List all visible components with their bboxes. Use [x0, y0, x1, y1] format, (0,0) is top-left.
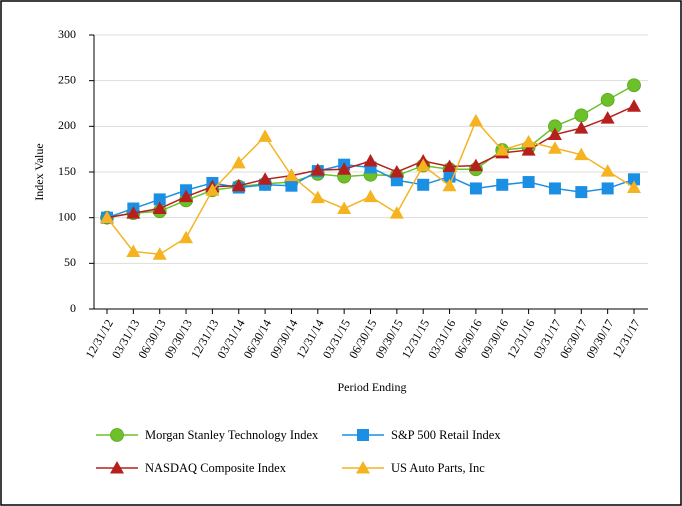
legend-label: NASDAQ Composite Index — [145, 461, 287, 475]
marker — [574, 121, 589, 134]
legend-label: S&P 500 Retail Index — [391, 428, 501, 442]
legend-marker — [110, 461, 124, 474]
marker — [601, 182, 614, 195]
marker — [337, 201, 352, 215]
marker — [574, 147, 589, 161]
y-axis-title: Index Value — [32, 143, 46, 200]
marker — [231, 155, 246, 169]
y-tick-label: 0 — [70, 301, 76, 315]
legend-item: Morgan Stanley Technology Index — [96, 428, 319, 442]
marker — [417, 178, 430, 191]
marker — [574, 108, 589, 123]
marker — [575, 186, 588, 199]
marker — [548, 182, 561, 195]
marker — [152, 247, 167, 260]
marker — [468, 158, 483, 172]
legend-item: NASDAQ Composite Index — [96, 461, 287, 475]
marker — [627, 180, 641, 194]
x-axis-title: Period Ending — [338, 380, 407, 394]
marker — [310, 163, 325, 176]
marker — [363, 154, 378, 167]
marker — [337, 162, 352, 175]
y-tick-label: 300 — [58, 27, 76, 41]
marker — [547, 141, 562, 154]
marker — [179, 230, 194, 244]
marker — [363, 189, 378, 203]
marker — [600, 92, 615, 107]
marker — [628, 173, 640, 186]
marker — [389, 206, 404, 219]
marker — [496, 178, 509, 191]
marker — [469, 182, 482, 195]
legend-marker — [110, 428, 124, 442]
marker — [152, 201, 167, 215]
marker — [126, 206, 141, 219]
marker — [521, 143, 536, 156]
marker — [231, 178, 246, 192]
marker — [416, 158, 431, 172]
marker — [468, 113, 483, 127]
marker — [126, 244, 141, 257]
marker — [389, 165, 404, 178]
marker — [627, 78, 641, 93]
marker — [179, 189, 194, 203]
legend-label: Morgan Stanley Technology Index — [145, 428, 319, 442]
marker — [495, 143, 510, 156]
y-tick-label: 50 — [64, 255, 76, 269]
marker — [153, 193, 166, 206]
marker — [258, 172, 273, 185]
marker — [547, 127, 562, 141]
marker — [600, 164, 615, 177]
marker — [627, 99, 641, 112]
y-tick-label: 100 — [58, 209, 76, 223]
legend-marker — [356, 461, 370, 474]
y-tick-label: 250 — [58, 72, 76, 86]
marker — [205, 183, 220, 196]
marker — [522, 176, 535, 189]
legend-item: S&P 500 Retail Index — [342, 428, 501, 442]
marker — [100, 210, 114, 224]
marker — [600, 111, 615, 124]
marker — [442, 159, 457, 173]
legend-label: US Auto Parts, Inc — [391, 461, 485, 475]
legend-marker — [357, 429, 369, 441]
legend-item: US Auto Parts, Inc — [342, 461, 485, 475]
marker — [258, 129, 273, 142]
y-tick-label: 200 — [58, 118, 76, 132]
y-tick-label: 150 — [58, 164, 76, 178]
marker — [285, 179, 298, 192]
marker — [284, 168, 299, 182]
marker — [442, 178, 457, 192]
marker — [521, 134, 536, 148]
marker — [310, 190, 325, 204]
